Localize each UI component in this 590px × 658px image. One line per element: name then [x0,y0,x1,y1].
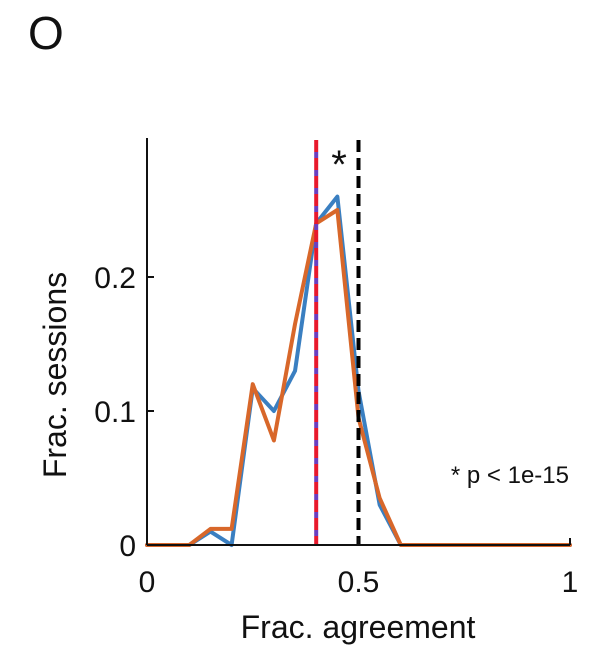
x-tick-label: 0.5 [338,566,380,599]
pvalue-annotation: * p < 1e-15 [451,462,569,489]
y-tick-label: 0.1 [94,396,136,429]
significance-star: * [331,143,347,187]
x-axis-title: Frac. agreement [241,609,476,645]
ticks: 0 0.5 1 0 0.1 0.2 [94,262,578,599]
x-tick-label: 0 [139,566,156,599]
y-axis-title: Frac. sessions [37,272,73,478]
panel-letter: O [28,7,64,59]
y-tick-label: 0.2 [94,262,136,295]
x-tick-label: 1 [562,566,579,599]
y-tick-label: 0 [119,530,136,563]
